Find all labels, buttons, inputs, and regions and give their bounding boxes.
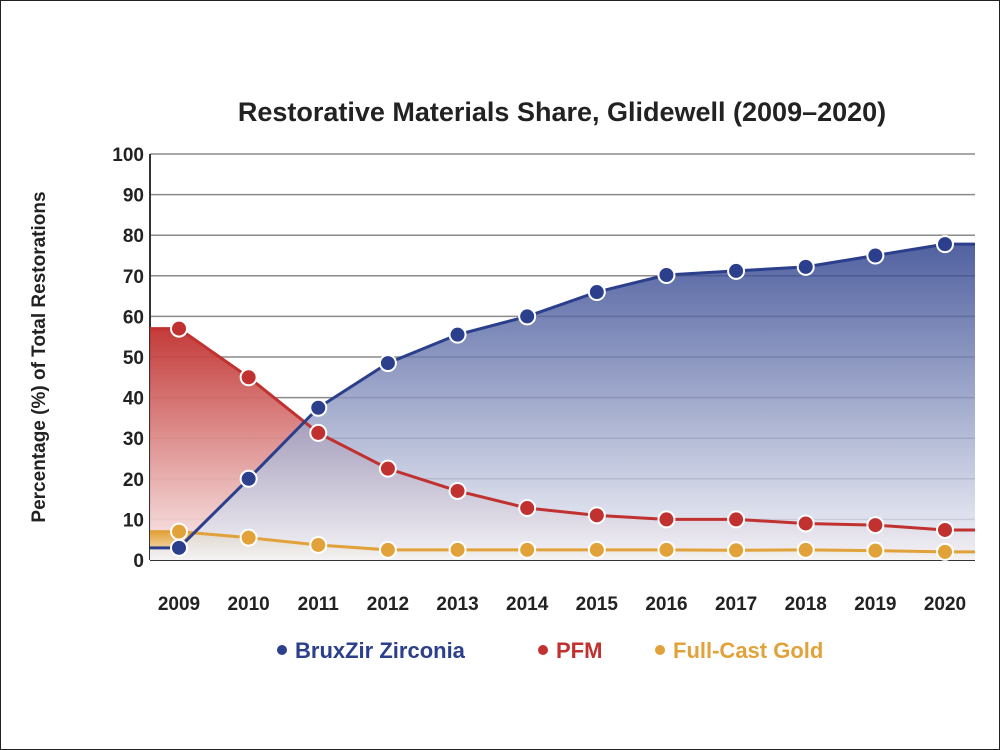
y-axis-label: Percentage (%) of Total Restorations [29, 191, 50, 522]
x-tick-label: 2016 [645, 594, 687, 615]
point-pfm [309, 423, 328, 442]
point-pfm [657, 510, 676, 529]
x-tick-label: 2013 [436, 594, 478, 615]
legend-marker-full-cast-gold [655, 645, 665, 655]
x-tick-label: 2020 [924, 594, 966, 615]
point-pfm [518, 499, 537, 518]
point-full-cast-gold [866, 541, 885, 560]
point-bruxzir-zirconia [378, 354, 397, 373]
point-bruxzir-zirconia [309, 398, 328, 417]
y-tick-label: 70 [123, 267, 144, 288]
point-pfm [239, 368, 258, 387]
point-bruxzir-zirconia [866, 246, 885, 265]
y-tick-label: 80 [123, 226, 144, 247]
line-bruxzir-zirconia [150, 242, 975, 550]
y-tick-label: 100 [112, 145, 144, 166]
x-tick-label: 2009 [158, 594, 200, 615]
y-tick-label: 60 [123, 307, 144, 328]
point-full-cast-gold [170, 522, 188, 541]
x-tick-label: 2012 [367, 594, 409, 615]
point-full-cast-gold [727, 541, 746, 560]
x-tick-label: 2015 [576, 594, 619, 615]
x-tick-label: 2017 [715, 594, 757, 615]
point-full-cast-gold [518, 540, 537, 559]
point-bruxzir-zirconia [936, 235, 954, 254]
point-pfm [936, 520, 954, 539]
line-pfm [150, 327, 975, 532]
point-bruxzir-zirconia [796, 257, 815, 276]
point-bruxzir-zirconia [448, 325, 467, 344]
point-bruxzir-zirconia [657, 265, 676, 284]
point-full-cast-gold [936, 542, 954, 561]
point-full-cast-gold [587, 540, 606, 559]
y-tick-label: 20 [123, 470, 144, 491]
point-full-cast-gold [378, 540, 397, 559]
point-full-cast-gold [239, 528, 258, 547]
point-pfm [378, 459, 397, 478]
legend-label-pfm: PFM [556, 638, 602, 663]
point-bruxzir-zirconia [727, 261, 746, 280]
line-full-cast-gold [150, 530, 975, 554]
x-tick-label: 2011 [298, 594, 340, 615]
legend-marker-bruxzir-zirconia [277, 645, 287, 655]
point-pfm [727, 510, 746, 529]
point-full-cast-gold [657, 540, 676, 559]
area-bruxzir-zirconia [150, 244, 975, 560]
legend-label-bruxzir-zirconia: BruxZir Zirconia [295, 638, 466, 663]
point-bruxzir-zirconia [518, 307, 537, 326]
point-pfm [448, 481, 467, 500]
y-tick-label: 0 [133, 551, 144, 572]
point-bruxzir-zirconia [587, 283, 606, 302]
x-tick-label: 2010 [227, 594, 269, 615]
y-tick-label: 30 [123, 429, 144, 450]
legend-marker-pfm [538, 645, 548, 655]
legend-label-full-cast-gold: Full-Cast Gold [673, 638, 823, 663]
point-bruxzir-zirconia [170, 538, 188, 557]
y-tick-label: 10 [123, 510, 144, 531]
point-full-cast-gold [448, 540, 467, 559]
x-tick-label: 2019 [854, 594, 896, 615]
y-tick-label: 90 [123, 186, 144, 207]
chart-title: Restorative Materials Share, Glidewell (… [238, 97, 886, 127]
point-pfm [866, 516, 885, 535]
y-tick-label: 40 [123, 389, 144, 410]
x-tick-label: 2014 [506, 594, 549, 615]
point-full-cast-gold [309, 535, 328, 554]
point-pfm [170, 319, 188, 338]
point-bruxzir-zirconia [239, 469, 258, 488]
point-full-cast-gold [796, 540, 815, 559]
y-tick-label: 50 [123, 348, 144, 369]
point-pfm [796, 514, 815, 533]
x-tick-label: 2018 [785, 594, 827, 615]
point-pfm [587, 506, 606, 525]
